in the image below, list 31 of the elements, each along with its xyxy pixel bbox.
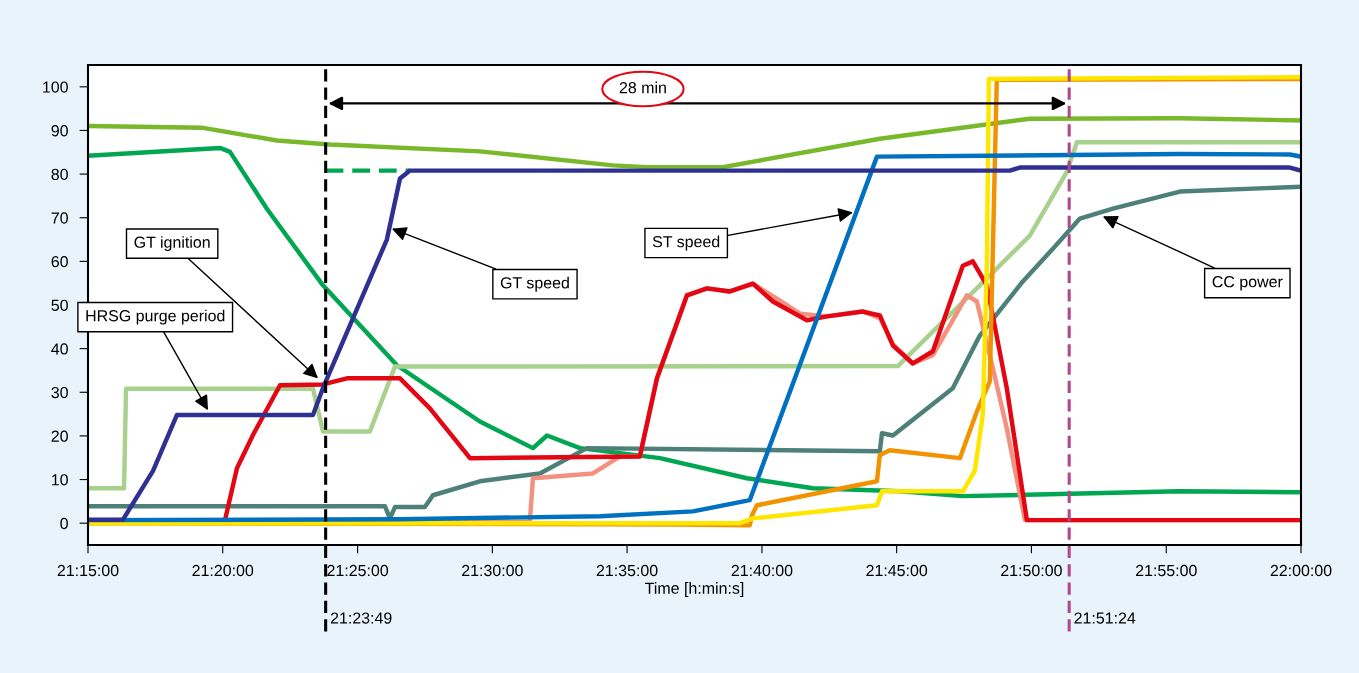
y-tick-label: 60 [51, 256, 68, 268]
y-tick-label: 20 [51, 430, 68, 442]
x-tick-label: 21:30:00 [462, 564, 523, 577]
x-tick-label: 21:50:00 [1001, 564, 1062, 577]
y-tick-label: 100 [43, 81, 68, 93]
annotation: 28 min [619, 81, 666, 94]
y-tick-label: 0 [60, 517, 68, 530]
annotation: CC power [1212, 276, 1283, 291]
annotation: GT speed [500, 276, 569, 292]
y-tick-label: 90 [51, 125, 68, 137]
annotation: 21:23:49 [330, 612, 392, 624]
x-tick-label: 21:35:00 [596, 564, 658, 577]
annotation: HRSG purge period [86, 309, 225, 325]
y-tick-label: 10 [52, 474, 68, 486]
y-tick-label: 50 [51, 299, 68, 311]
y-tick-label: 40 [51, 343, 68, 355]
x-tick-label: 22:00:00 [1270, 564, 1332, 577]
line-series [88, 116, 1301, 170]
annotation: ST speed [652, 235, 720, 251]
x-axis-title: Time [h:min:s] [645, 582, 744, 597]
x-tick-label: 21:55:00 [1136, 564, 1197, 577]
x-tick-label: 21:25:00 [327, 564, 389, 577]
y-tick-label: 80 [51, 168, 68, 181]
x-tick-label: 21:45:00 [866, 564, 928, 577]
x-tick-label: 21:40:00 [731, 564, 793, 577]
annotation: 21:51:24 [1074, 612, 1136, 624]
x-tick-label: 21:20:00 [192, 564, 254, 577]
x-tick-label: 21:15:00 [57, 564, 119, 577]
y-tick-label: 30 [51, 386, 68, 399]
annotation: GT ignition [134, 236, 210, 252]
y-tick-label: 70 [51, 212, 68, 224]
